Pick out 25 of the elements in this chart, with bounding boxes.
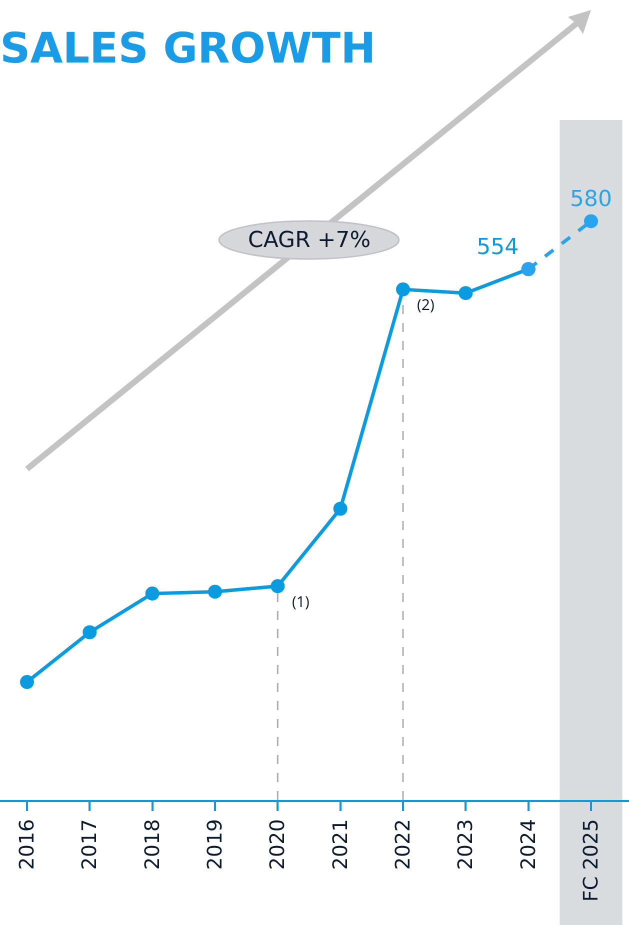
point <box>208 584 222 599</box>
chart-title: SALES GROWTH <box>0 24 376 73</box>
point <box>82 625 97 640</box>
data-label: 580 <box>570 186 612 212</box>
x-tick-label: FC 2025 <box>578 819 603 902</box>
x-tick-label: 2019 <box>202 819 226 870</box>
point <box>458 286 473 300</box>
x-tick-label: 2017 <box>77 819 102 870</box>
x-tick-label: 2023 <box>453 819 478 870</box>
ref-line-label: (1) <box>292 592 310 612</box>
x-tick-label: 2021 <box>328 819 352 870</box>
x-tick-label: 2024 <box>516 819 540 870</box>
annotation: CAGR +7% <box>248 228 371 253</box>
x-tick-label: 2022 <box>390 819 415 870</box>
point <box>396 282 410 296</box>
point <box>584 214 598 228</box>
data-label: 554 <box>476 234 519 260</box>
x-tick-label: 2018 <box>140 819 164 870</box>
x-tick-label: 2016 <box>14 819 38 870</box>
point <box>270 579 285 594</box>
point <box>145 586 160 601</box>
point <box>20 675 34 690</box>
point <box>333 502 348 516</box>
ref-line-label: (2) <box>417 295 434 315</box>
x-tick-label: 2020 <box>265 819 290 870</box>
